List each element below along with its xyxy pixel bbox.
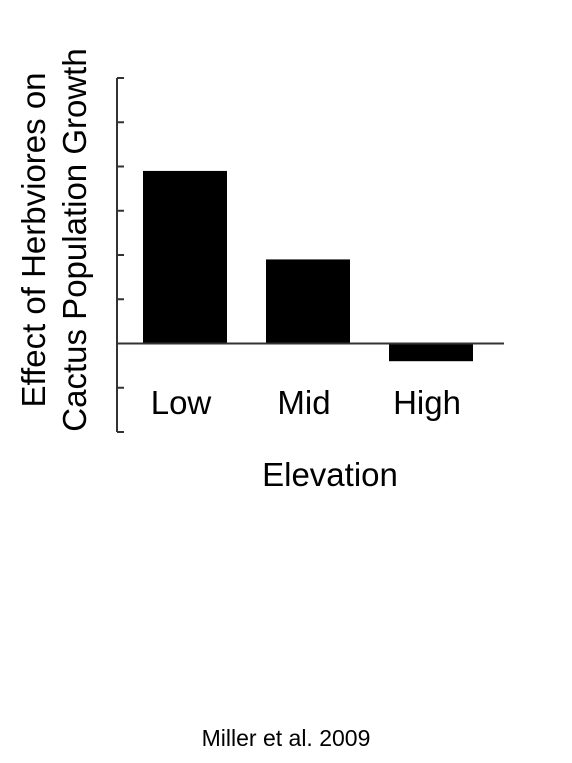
category-labels: Low Mid High (151, 384, 461, 421)
category-label-low: Low (151, 384, 212, 421)
category-label-mid: Mid (277, 384, 330, 421)
y-axis-label-line-2: Cactus Population Growth (56, 48, 93, 431)
x-axis-label: Elevation (262, 456, 398, 493)
bar-mid (266, 259, 350, 344)
y-axis-label-line-1: Effect of Herbviores on (15, 72, 52, 407)
category-label-high: High (393, 384, 461, 421)
bars (143, 170, 473, 362)
y-axis-label: Effect of Herbviores on Cactus Populatio… (15, 48, 93, 431)
bar-high (389, 343, 473, 362)
bar-low (143, 170, 227, 344)
citation: Miller et al. 2009 (201, 725, 371, 751)
y-axis (116, 77, 124, 433)
